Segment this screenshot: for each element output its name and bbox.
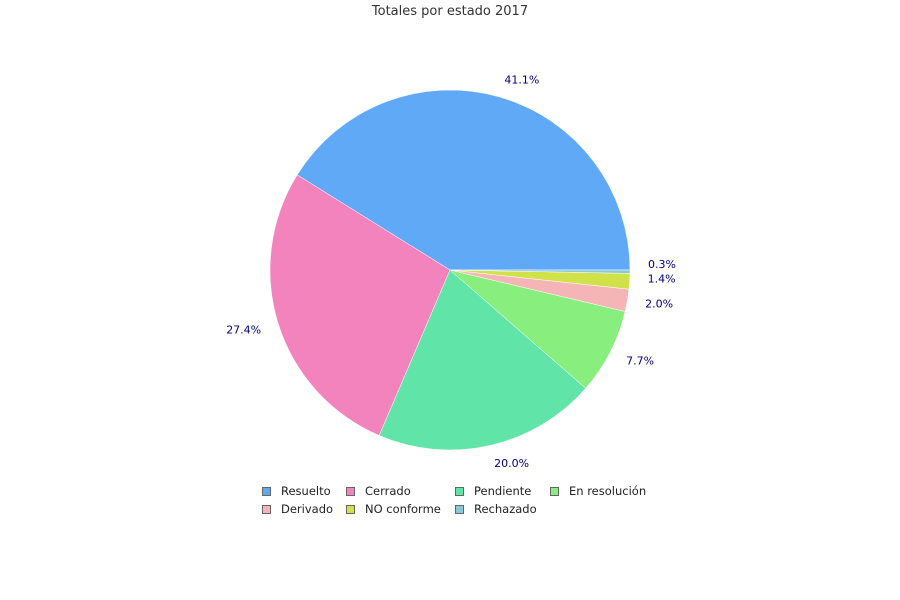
pie-slice-rechazado xyxy=(449,269,631,274)
legend-item-resuelto: Resuelto xyxy=(262,484,331,498)
legend-label: Pendiente xyxy=(474,484,532,498)
legend-item-no-conforme: NO conforme xyxy=(346,502,441,516)
legend-label: Rechazado xyxy=(474,502,537,516)
legend-item-pendiente: Pendiente xyxy=(455,484,531,498)
slice-label-derivado: 2.0% xyxy=(645,297,673,310)
legend-swatch xyxy=(455,504,464,514)
legend-swatch xyxy=(455,486,464,496)
legend-swatch xyxy=(262,504,271,514)
legend-label: NO conforme xyxy=(365,502,441,516)
legend-label: En resolución xyxy=(569,484,647,498)
legend-item-cerrado: Cerrado xyxy=(346,484,411,498)
slice-label-pendiente: 20.0% xyxy=(494,457,529,470)
slice-label-rechazado: 0.3% xyxy=(648,258,676,271)
legend-swatch xyxy=(346,486,355,496)
legend-item-rechazado: Rechazado xyxy=(455,502,537,516)
legend-swatch xyxy=(262,486,271,496)
legend-label: Derivado xyxy=(281,502,334,516)
legend-item-derivado: Derivado xyxy=(262,502,333,516)
legend-label: Cerrado xyxy=(365,484,411,498)
slice-label-en-resolución: 7.7% xyxy=(626,355,654,368)
slice-label-no-conforme: 1.4% xyxy=(648,272,676,285)
legend-item-en-resolución: En resolución xyxy=(550,484,646,498)
legend-label: Resuelto xyxy=(281,484,331,498)
legend-swatch xyxy=(550,486,559,496)
slice-label-cerrado: 27.4% xyxy=(226,323,261,336)
pie-slice-resuelto xyxy=(296,89,631,271)
pie-slice-cerrado xyxy=(269,174,451,436)
pie-slice-pendiente xyxy=(378,269,587,451)
slice-label-resuelto: 41.1% xyxy=(504,74,539,87)
legend-swatch xyxy=(346,504,355,514)
chart-title: Totales por estado 2017 xyxy=(371,4,529,19)
